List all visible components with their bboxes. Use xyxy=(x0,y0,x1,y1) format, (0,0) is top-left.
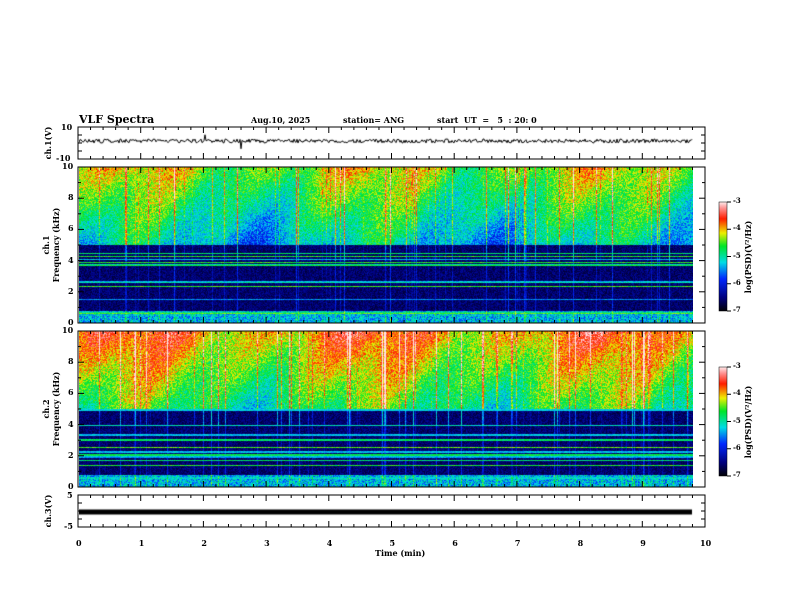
x-tick-label: 3 xyxy=(264,538,270,548)
ch1-spectrogram-ytick-label: 2 xyxy=(68,285,74,296)
frequency-axis-label: Frequency (kHz) xyxy=(51,207,61,283)
ch3-ytick-label: 5 xyxy=(67,490,73,500)
x-tick-label: 8 xyxy=(577,538,584,548)
x-tick-label: 0 xyxy=(76,538,82,548)
colorbar-tick-label: -7 xyxy=(733,305,741,314)
x-tick-label: 9 xyxy=(640,538,646,548)
ch1-spectrogram xyxy=(79,167,693,323)
colorbar-tick-label: -6 xyxy=(733,277,741,287)
ch1-spectrogram-axis-label: ch.1 xyxy=(41,235,51,255)
ch1-waveform-plot xyxy=(79,127,693,159)
start-time-label: start UT = 5 : 20: 0 xyxy=(437,115,537,125)
ch2-colorbar xyxy=(719,367,727,476)
ch1-voltage-axis-label: ch.1(V) xyxy=(43,126,53,160)
panel-frame xyxy=(77,330,706,488)
colorbar-tick-label: -4 xyxy=(733,223,741,233)
colorbar-tick-label: -5 xyxy=(733,415,741,425)
date-label: Aug.10, 2025 xyxy=(251,115,311,125)
ch2-spectrogram-axis-label: ch.2 xyxy=(41,399,51,419)
ch2-spectrogram-ytick-label: 0 xyxy=(68,481,74,491)
colorbar-label: log(PSD)(V²/Hz) xyxy=(743,220,753,293)
x-tick-label: 1 xyxy=(138,538,145,548)
figure-title: VLF Spectra xyxy=(79,113,155,126)
ch2-spectrogram-ytick-label: 6 xyxy=(68,387,74,398)
ch2-spectrogram-ytick-label: 4 xyxy=(68,418,74,429)
ch1-spectrogram-ytick-label: 8 xyxy=(68,192,74,203)
ch1-spectrogram-ytick-label: 10 xyxy=(62,161,74,171)
x-tick-label: 4 xyxy=(326,538,333,548)
ch2-spectrogram-ytick-label: 10 xyxy=(62,325,74,335)
ch1-ytick-label: 10 xyxy=(61,122,73,132)
x-tick-label: 2 xyxy=(201,538,207,548)
panel-frame xyxy=(77,166,706,324)
ch2-spectrogram-ytick-label: 8 xyxy=(68,356,74,367)
frequency-axis-label: Frequency (kHz) xyxy=(51,371,61,447)
x-tick-label: 10 xyxy=(700,538,712,548)
ch1-colorbar xyxy=(719,202,727,311)
x-axis-label: Time (min) xyxy=(375,548,426,558)
colorbar-tick-label: -6 xyxy=(733,442,741,452)
ch1-spectrogram-ytick-label: 0 xyxy=(68,317,74,327)
colorbar-frame xyxy=(718,366,728,477)
ch3-waveform-plot xyxy=(79,495,693,527)
ch3-voltage-axis-label: ch.3(V) xyxy=(43,494,53,528)
colorbar-tick-label: -5 xyxy=(733,250,741,260)
ch2-spectrogram-ytick-label: 2 xyxy=(68,449,74,460)
x-tick-label: 6 xyxy=(452,538,458,548)
colorbar-tick-label: -3 xyxy=(733,196,741,205)
colorbar-tick-label: -4 xyxy=(733,388,741,398)
ch2-spectrogram xyxy=(79,331,693,487)
colorbar-label: log(PSD)(V²/Hz) xyxy=(743,385,753,458)
x-tick-label: 5 xyxy=(389,538,396,548)
ch1-ytick-label: -10 xyxy=(56,153,71,163)
ch1-spectrogram-ytick-label: 4 xyxy=(68,254,74,265)
colorbar-tick-label: -7 xyxy=(733,470,741,479)
ch3-ytick-label: -5 xyxy=(64,521,73,531)
x-tick-label: 7 xyxy=(514,538,521,548)
colorbar-tick-label: -3 xyxy=(733,361,741,370)
ch1-spectrogram-ytick-label: 6 xyxy=(68,223,74,234)
colorbar-frame xyxy=(718,201,728,312)
station-label: station= ANG xyxy=(343,115,405,125)
